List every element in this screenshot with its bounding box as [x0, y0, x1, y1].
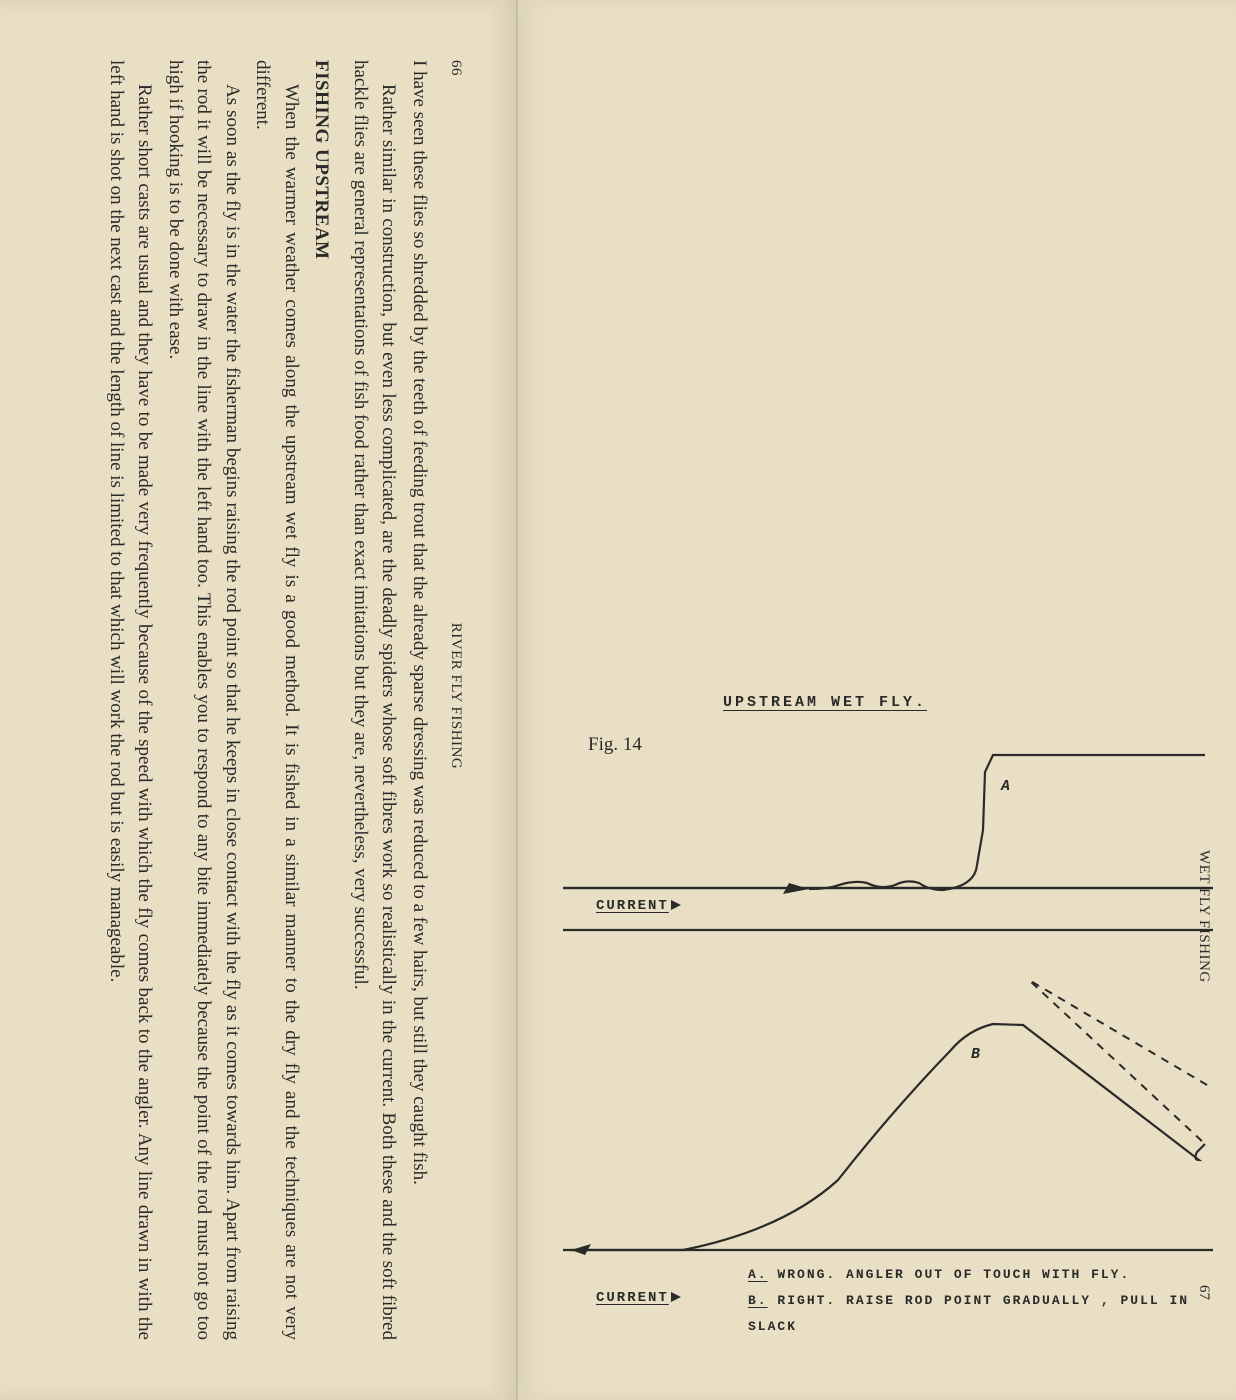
paragraph: Rather similar in construction, but even… [346, 60, 403, 1340]
label-b: B [971, 1046, 982, 1063]
left-page-text-block: 66 RIVER FLY FISHING I have seen these f… [54, 60, 464, 1340]
caption-line-a: A. WRONG. ANGLER OUT OF TOUCH WITH FLY. [748, 1262, 1236, 1288]
rod-line-a [809, 755, 1205, 890]
paragraph: As soon as the fly is in the water the f… [161, 60, 247, 1340]
current-label-b: CURRENT [596, 1290, 681, 1306]
left-header: 66 RIVER FLY FISHING [447, 60, 464, 1340]
fly-b [571, 1244, 591, 1255]
paragraph: I have seen these flies so shredded by t… [405, 60, 434, 1340]
dashed-line-b [1029, 980, 1207, 1144]
arrow-icon [671, 900, 681, 910]
arrow-icon [671, 1292, 681, 1302]
current-label-a: CURRENT [596, 898, 681, 914]
paragraph: When the warmer weather comes along the … [248, 60, 305, 1340]
running-head-left: RIVER FLY FISHING [447, 623, 464, 769]
rod-line-b [571, 1024, 1205, 1250]
figure-svg: A B [563, 680, 1213, 1300]
label-a: A [1000, 778, 1012, 795]
section-heading: FISHING UPSTREAM [307, 60, 336, 1340]
figure-caption: A. WRONG. ANGLER OUT OF TOUCH WITH FLY. … [748, 1262, 1236, 1340]
page-number-left: 66 [447, 60, 464, 76]
left-page: 66 RIVER FLY FISHING I have seen these f… [0, 0, 518, 1400]
right-page: UPSTREAM WET FLY. Fig. 14 WET FLY FISHIN… [518, 0, 1236, 1400]
caption-line-b: B. RIGHT. RAISE ROD POINT GRADUALLY , PU… [748, 1288, 1236, 1340]
paragraph: Rather short casts are usual and they ha… [102, 60, 159, 1340]
fly-a [783, 883, 809, 894]
left-body: I have seen these flies so shredded by t… [102, 60, 434, 1340]
